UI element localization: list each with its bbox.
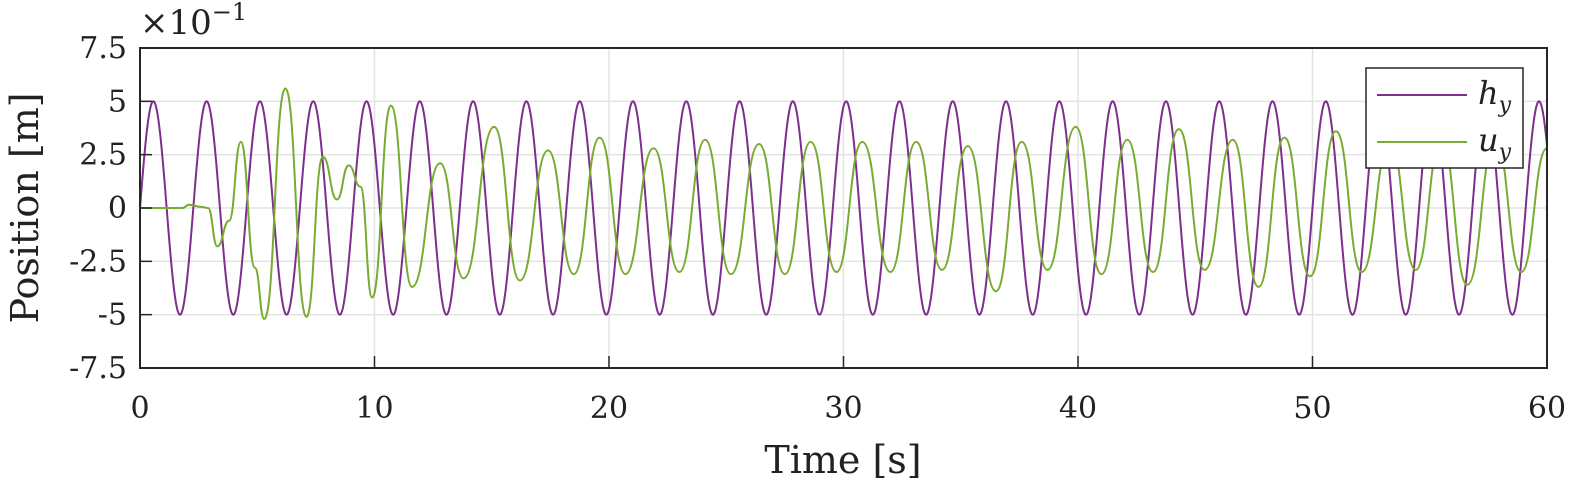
y-exponent-label: ×10−1 (140, 0, 247, 43)
legend-symbol-h: h (1478, 74, 1499, 112)
x-tick-label: 20 (590, 391, 628, 426)
legend-subscript-u: y (1498, 140, 1512, 165)
legend-label-u: uy (1478, 121, 1512, 165)
y-tick-label: 7.5 (79, 31, 127, 66)
x-tick-label: 0 (130, 391, 149, 426)
legend-subscript-h: y (1498, 93, 1512, 118)
series-lines (139, 87, 1548, 320)
y-tick-label: -2.5 (69, 244, 127, 279)
gridlines (140, 48, 1547, 368)
legend-label-h: hy (1478, 74, 1512, 118)
x-axis-label: Time [s] (764, 438, 921, 482)
y-tick-labels: 7.5 5 2.5 0 -2.5 -5 -7.5 (69, 31, 152, 386)
series-line-u_y (139, 87, 1548, 320)
legend-symbol-u: u (1478, 121, 1499, 159)
x-tick-label: 10 (355, 391, 393, 426)
y-tick-label: 2.5 (79, 138, 127, 173)
y-tick-label: -7.5 (69, 351, 127, 386)
y-exponent-power: −1 (212, 0, 247, 26)
x-tick-labels: 0 10 20 30 40 50 60 (130, 356, 1566, 426)
y-tick-label: 0 (108, 191, 127, 226)
legend: hy uy (1365, 67, 1524, 169)
x-tick-label: 30 (824, 391, 862, 426)
x-tick-label: 50 (1293, 391, 1331, 426)
y-tick-label: -5 (98, 298, 127, 333)
x-tick-label: 40 (1059, 391, 1097, 426)
y-exponent-base: ×10 (140, 3, 212, 43)
y-tick-label: 5 (108, 84, 127, 119)
legend-box (1365, 67, 1524, 169)
y-axis-label: Position [m] (3, 92, 47, 323)
x-tick-label: 60 (1528, 391, 1566, 426)
series-line-h_y (139, 100, 1548, 316)
